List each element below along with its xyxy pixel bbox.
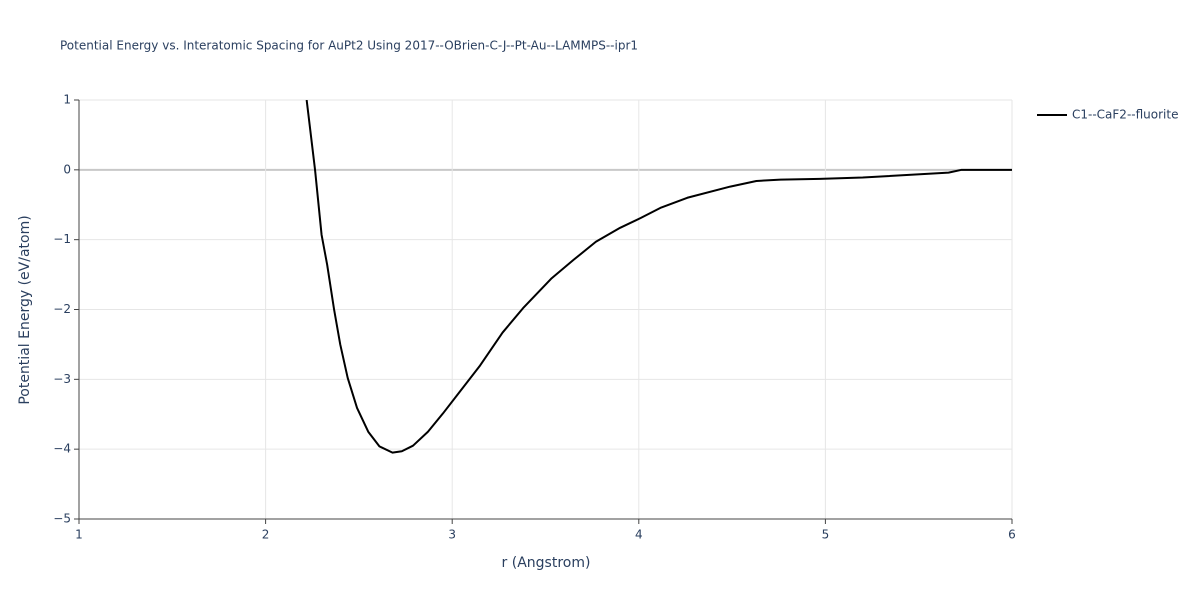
x-tick-label: 4 xyxy=(635,528,643,542)
legend-label: C1--CaF2--fluorite xyxy=(1072,108,1178,122)
chart-title: Potential Energy vs. Interatomic Spacing… xyxy=(60,39,638,53)
x-tick-label: 3 xyxy=(448,528,456,542)
grid xyxy=(78,99,1013,520)
y-tick-label: −2 xyxy=(53,302,71,316)
x-tick-label: 1 xyxy=(75,528,83,542)
x-tick-label: 2 xyxy=(262,528,270,542)
y-tick-label: 1 xyxy=(63,93,71,107)
x-tick-label: 5 xyxy=(822,528,830,542)
y-tick-label: −4 xyxy=(53,442,71,456)
y-axis-title: Potential Energy (eV/atom) xyxy=(17,215,33,404)
y-tick-label: −3 xyxy=(53,372,71,386)
y-tick-label: −1 xyxy=(53,232,71,246)
y-tick-label: −5 xyxy=(53,512,71,526)
line-series xyxy=(305,100,1012,454)
x-axis-title: r (Angstrom) xyxy=(502,555,591,571)
x-tick-label: 6 xyxy=(1008,528,1016,542)
plot-area xyxy=(305,100,1012,454)
y-tick-label: 0 xyxy=(63,162,71,176)
